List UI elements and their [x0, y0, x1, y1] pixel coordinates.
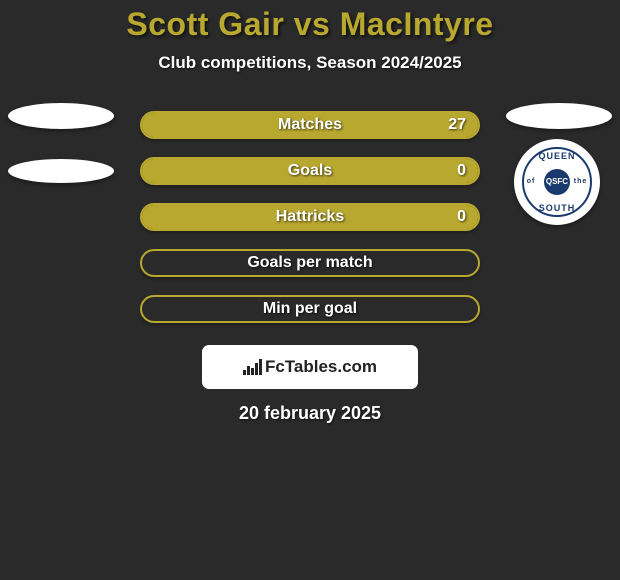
- stat-bar-label: Goals: [288, 162, 332, 180]
- stat-bar-label: Min per goal: [263, 300, 357, 318]
- stat-bar: Min per goal: [140, 295, 480, 323]
- stat-bar-value: 0: [457, 208, 466, 226]
- date-text: 20 february 2025: [0, 403, 620, 424]
- stat-bar-label: Hattricks: [276, 208, 344, 226]
- stat-bar: Hattricks 0: [140, 203, 480, 231]
- page-subtitle: Club competitions, Season 2024/2025: [0, 53, 620, 73]
- left-oval-1: [8, 103, 114, 129]
- left-player-shapes: [8, 103, 114, 183]
- stats-container: QUEEN SOUTH of the QSFC Matches27Goals0H…: [0, 111, 620, 323]
- stat-bar: Goals per match: [140, 249, 480, 277]
- club-badge-left-text: of: [527, 178, 536, 185]
- club-badge-center: QSFC: [544, 169, 571, 196]
- club-badge-top-text: QUEEN: [538, 151, 575, 161]
- stat-bar-value: 0: [457, 162, 466, 180]
- stat-bars: Matches 27 Goals 0 Hattricks 0 Goals per match…: [140, 111, 480, 323]
- left-oval-2: [8, 159, 114, 183]
- stat-bar: Goals 0: [140, 157, 480, 185]
- stat-bar-value: 27: [448, 116, 466, 134]
- club-badge-bottom-text: SOUTH: [539, 203, 576, 213]
- fctables-logo: FcTables.com: [202, 345, 418, 389]
- right-player-shapes: QUEEN SOUTH of the QSFC: [506, 103, 612, 225]
- right-oval-1: [506, 103, 612, 129]
- stat-bar: Matches 27: [140, 111, 480, 139]
- stat-bar-label: Matches: [278, 116, 342, 134]
- club-badge-ring: QUEEN SOUTH of the QSFC: [522, 147, 593, 218]
- chart-icon: [243, 359, 262, 375]
- fctables-logo-text: FcTables.com: [265, 357, 377, 377]
- club-badge: QUEEN SOUTH of the QSFC: [514, 139, 600, 225]
- page-title: Scott Gair vs MacIntyre: [0, 0, 620, 43]
- club-badge-right-text: the: [574, 178, 588, 185]
- stat-bar-label: Goals per match: [247, 254, 372, 272]
